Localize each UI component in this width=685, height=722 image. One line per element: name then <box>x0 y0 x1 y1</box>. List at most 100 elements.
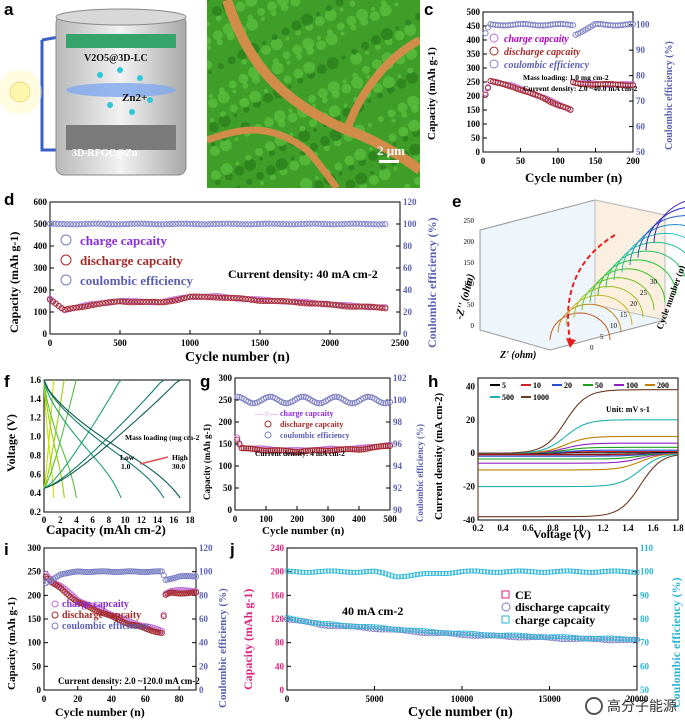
data-point <box>361 220 369 227</box>
data-point <box>169 220 176 228</box>
sem-grain <box>244 158 257 171</box>
sem-grain <box>216 39 223 46</box>
data-point <box>67 593 74 600</box>
data-point <box>373 568 379 574</box>
data-point <box>128 568 135 575</box>
data-point <box>487 632 494 639</box>
y2-tick-label: 40 <box>403 285 413 295</box>
x-tick-label: 18 <box>186 515 196 525</box>
chart-f: 0 2 4 6 8 10 12 14 16 180.20.40.60.81.01.21.41.6 … <box>4 375 200 537</box>
data-point <box>485 632 490 638</box>
chart-e: -Z'' (ohm) Z' (ohm) Cycle number (n) 050… <box>453 199 685 361</box>
y-tick-label: 0.2 <box>30 507 42 517</box>
data-point <box>335 622 341 628</box>
data-point <box>154 568 162 575</box>
data-point <box>478 632 484 637</box>
data-point <box>303 619 309 624</box>
data-point <box>163 221 170 228</box>
data-point <box>108 221 115 228</box>
sem-grain <box>218 87 225 94</box>
legend: 5 10 20 50 100 200 500 1000 <box>490 381 669 402</box>
data-point <box>627 636 634 643</box>
data-point <box>303 300 310 307</box>
data-point <box>481 569 487 575</box>
data-point <box>625 636 630 642</box>
z-tick-label: 0 <box>590 344 594 352</box>
sem-grain <box>366 75 370 79</box>
data-point <box>158 629 165 636</box>
sem-grain <box>263 117 274 128</box>
data-point <box>134 568 141 575</box>
panel-b-sem-image: 2 μm <box>207 0 420 188</box>
data-point <box>628 569 634 575</box>
data-point <box>367 624 373 629</box>
y-tick-label: 500 <box>34 219 48 229</box>
data-point <box>373 624 379 630</box>
data-point <box>525 634 532 641</box>
data-point <box>612 635 618 641</box>
data-point <box>627 82 634 89</box>
y-tick-label: 500 <box>467 7 481 17</box>
sem-grain <box>271 62 284 75</box>
data-point <box>134 299 141 306</box>
data-point <box>421 628 427 633</box>
sem-grain <box>276 0 289 7</box>
data-point <box>146 220 153 227</box>
chart-j: 0 5000 10000 15000 20000 0 40 80 120 160 200 240 50 6… <box>241 543 683 720</box>
data-point <box>280 221 287 228</box>
y2-tick-label: 98 <box>393 417 403 427</box>
eis-curve <box>573 285 644 318</box>
sem-grain <box>275 158 288 171</box>
wire-icon <box>40 40 60 152</box>
data-point <box>439 629 446 637</box>
data-point <box>386 398 394 405</box>
data-point <box>300 569 306 575</box>
x-tick-label: 2500 <box>391 338 410 348</box>
unit-label: Unit: mV s-1 <box>606 405 650 414</box>
data-point <box>125 220 132 228</box>
sem-grain <box>215 15 222 22</box>
data-point <box>615 635 621 641</box>
legend-title: Mass loading (mg cm-2) <box>125 433 200 442</box>
data-point <box>224 294 231 301</box>
y2-tick-label: 40 <box>199 638 209 648</box>
sem-grain <box>218 115 231 128</box>
data-point <box>114 298 121 305</box>
data-point <box>109 568 116 575</box>
data-point <box>380 443 387 450</box>
sem-grain <box>286 60 291 65</box>
data-point <box>364 303 371 310</box>
sem-grain <box>295 29 302 36</box>
x-tick-label: 2000 <box>321 338 340 348</box>
data-point <box>230 294 237 301</box>
sem-grain <box>238 73 249 84</box>
eis-curve <box>645 207 685 251</box>
sem-grain <box>207 22 210 26</box>
legend-charge: charge capcaity <box>280 409 334 418</box>
sem-grain <box>214 179 221 186</box>
data-point <box>187 589 194 596</box>
data-point <box>408 628 415 635</box>
y-tick-label: 50 <box>223 483 233 493</box>
data-point <box>378 443 385 450</box>
sem-grain <box>338 171 343 176</box>
data-point <box>166 221 173 228</box>
data-point <box>312 300 319 307</box>
data-point <box>348 623 353 629</box>
data-point <box>332 621 338 627</box>
sem-grain <box>415 12 420 21</box>
legend-ce: CE <box>515 588 532 602</box>
y-tick-label: 0 <box>37 685 42 695</box>
panel-label-f: f <box>4 372 10 391</box>
data-point <box>440 630 446 636</box>
y2-tick-label: 96 <box>393 439 403 449</box>
data-point <box>383 625 388 631</box>
data-point <box>326 621 331 626</box>
data-point <box>175 587 182 594</box>
sem-grain <box>229 104 238 113</box>
data-point <box>73 568 80 575</box>
sem-grain <box>301 13 314 26</box>
data-point <box>82 568 89 576</box>
data-point <box>507 569 513 574</box>
y-tick-label: 350 <box>467 49 481 59</box>
